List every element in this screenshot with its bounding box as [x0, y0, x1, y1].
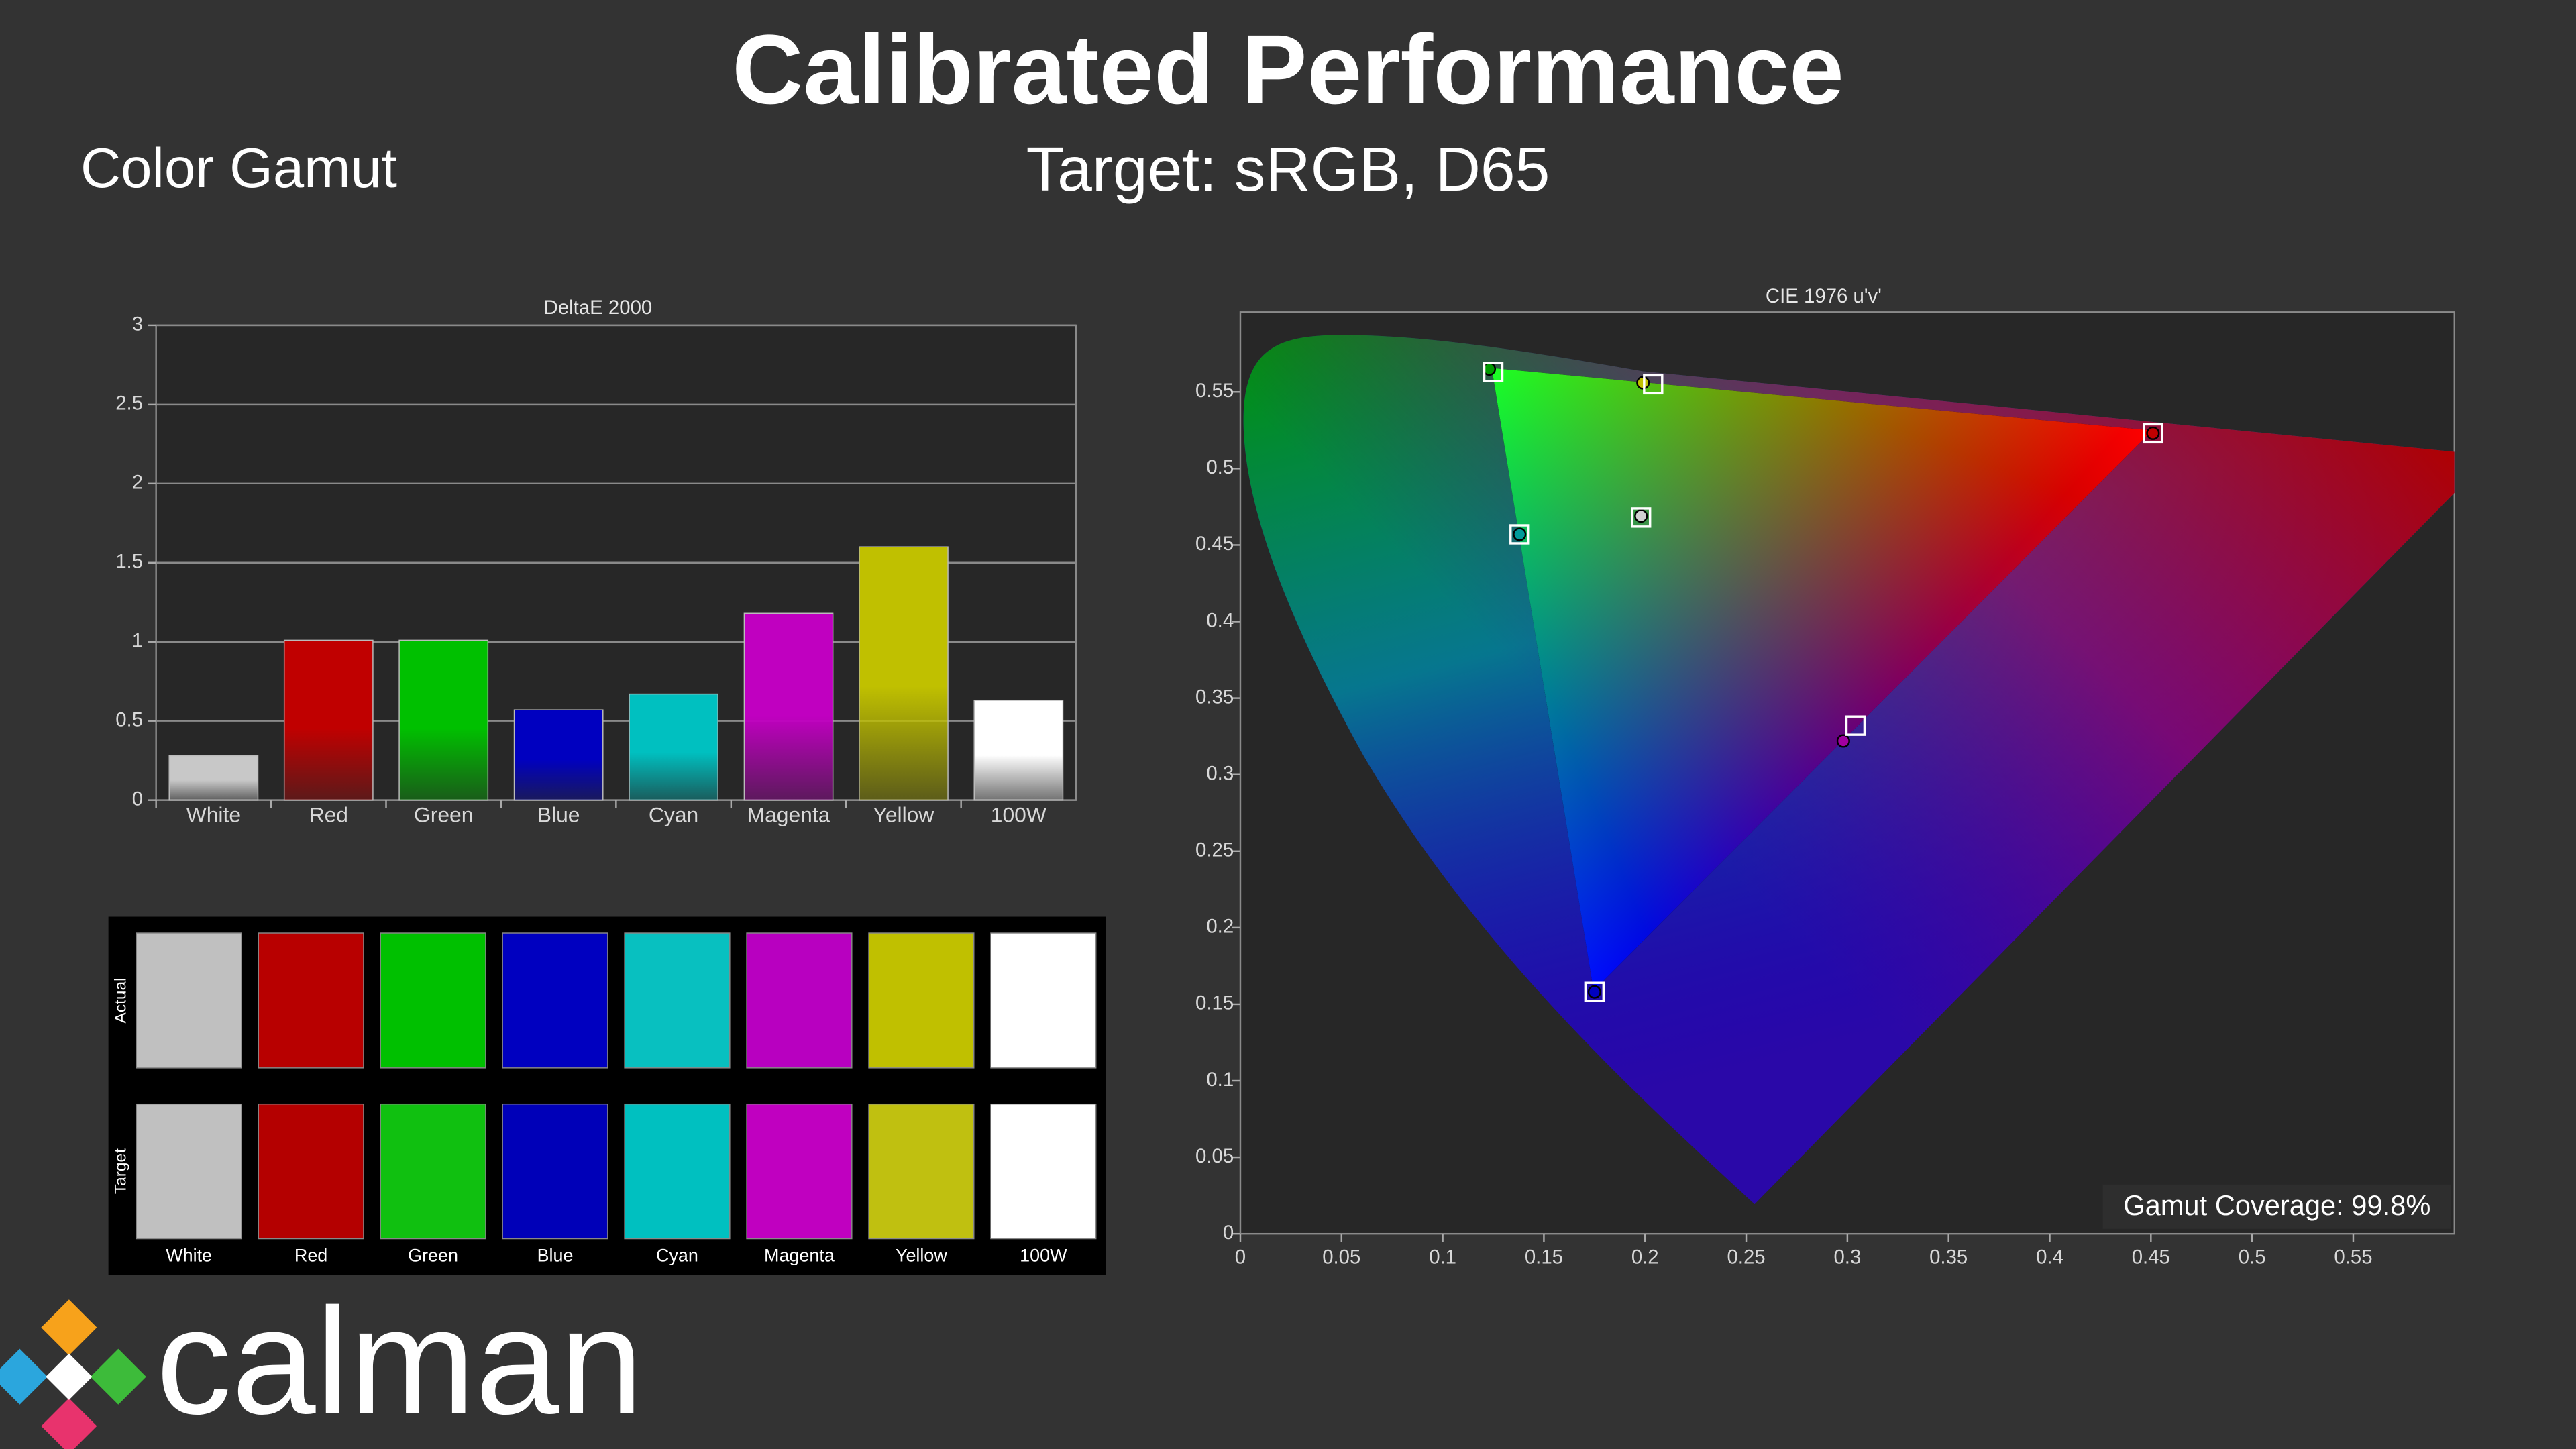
bar: [629, 693, 718, 801]
y-tick-label: 0: [1223, 1222, 1234, 1244]
actual-swatch: [990, 932, 1097, 1069]
x-tick-label: 0.2: [1631, 1246, 1659, 1269]
swatch-label: White: [166, 1246, 212, 1266]
target-swatch: [136, 1103, 242, 1240]
bar: [283, 639, 374, 801]
target-swatch: [990, 1103, 1097, 1240]
y-tick-label: 0.45: [1195, 533, 1234, 555]
swatch-row-label: Target: [112, 1148, 130, 1194]
swatch-label: Red: [294, 1246, 327, 1266]
target-swatch: [380, 1103, 486, 1240]
x-tick-label: 0.1: [1429, 1246, 1456, 1269]
x-tick-label: Yellow: [873, 803, 935, 827]
x-tick-label: 0.4: [2036, 1246, 2063, 1269]
y-tick-label: 0.1: [1206, 1069, 1234, 1091]
x-tick-label: 0.3: [1833, 1246, 1861, 1269]
y-tick-label: 0.55: [1195, 380, 1234, 402]
bar: [513, 709, 604, 801]
target-point: [1631, 507, 1652, 528]
actual-point: [1513, 527, 1527, 541]
y-tick-label: 1.5: [115, 551, 143, 573]
x-tick-label: 0.05: [1322, 1246, 1360, 1269]
page-title: Calibrated Performance: [732, 15, 1844, 125]
y-tick-label: 0.5: [115, 708, 143, 731]
bar-chart-title: DeltaE 2000: [544, 297, 653, 319]
y-tick-label: 3: [132, 313, 143, 335]
x-tick-label: Red: [309, 803, 348, 827]
actual-swatch: [380, 932, 486, 1069]
y-tick-label: 0.4: [1206, 609, 1234, 631]
x-tick-label: Blue: [537, 803, 580, 827]
actual-point: [2146, 426, 2160, 440]
bar: [168, 755, 259, 801]
logo-text: calman: [156, 1277, 643, 1446]
x-tick-label: 0.5: [2239, 1246, 2266, 1269]
coverage-annotation: Gamut Coverage: 99.8%: [2123, 1189, 2430, 1221]
y-tick-label: 0.3: [1206, 762, 1234, 784]
bar: [398, 639, 489, 801]
target-swatch: [746, 1103, 853, 1240]
y-tick-label: 0.5: [1206, 456, 1234, 478]
page-subtitle: Target: sRGB, D65: [1026, 134, 1550, 204]
target-swatch: [258, 1103, 364, 1240]
y-tick-label: 2: [132, 472, 143, 494]
target-point: [2143, 423, 2163, 444]
actual-swatch: [624, 932, 731, 1069]
x-tick-label: 0: [1235, 1246, 1246, 1269]
bar: [743, 612, 834, 801]
y-tick-label: 0.35: [1195, 686, 1234, 708]
actual-swatch: [746, 932, 853, 1069]
x-tick-label: 0.55: [2334, 1246, 2372, 1269]
y-tick-label: 0.2: [1206, 916, 1234, 938]
y-tick-label: 0: [132, 788, 143, 810]
x-tick-label: Magenta: [747, 803, 830, 827]
coverage-box: [2102, 1184, 2451, 1229]
target-point: [1483, 362, 1504, 382]
swatch-row-label: Actual: [112, 977, 130, 1023]
x-tick-label: Cyan: [649, 803, 698, 827]
y-tick-label: 1: [132, 630, 143, 652]
actual-swatch: [258, 932, 364, 1069]
swatch-label: Yellow: [896, 1246, 947, 1266]
srgb-triangle: [1491, 368, 2153, 991]
swatch-label: Magenta: [764, 1246, 835, 1266]
actual-swatch: [502, 932, 608, 1069]
actual-point: [1587, 985, 1601, 999]
actual-swatch: [136, 932, 242, 1069]
cie-chart-title: CIE 1976 u'v': [1766, 285, 1882, 307]
target-swatch: [868, 1103, 975, 1240]
y-tick-label: 0.15: [1195, 992, 1234, 1014]
swatch-label: 100W: [1020, 1246, 1067, 1266]
x-tick-label: 100W: [991, 803, 1046, 827]
x-tick-label: White: [186, 803, 241, 827]
bar: [973, 700, 1064, 801]
logo-icon: [0, 1299, 146, 1449]
y-tick-label: 0.25: [1195, 839, 1234, 861]
target-point: [1845, 715, 1866, 736]
y-tick-label: 2.5: [115, 392, 143, 415]
target-point: [1509, 524, 1530, 545]
actual-point: [1836, 734, 1850, 748]
bar: [859, 546, 949, 801]
x-tick-label: 0.45: [2132, 1246, 2170, 1269]
actual-swatch: [868, 932, 975, 1069]
y-tick-label: 0.05: [1195, 1145, 1234, 1167]
swatch-label: Green: [408, 1246, 458, 1266]
section-title: Color Gamut: [80, 137, 397, 199]
x-tick-label: 0.35: [1929, 1246, 1968, 1269]
x-tick-label: 0.15: [1525, 1246, 1563, 1269]
target-point: [1643, 374, 1664, 395]
target-point: [1584, 981, 1605, 1002]
swatch-label: Cyan: [656, 1246, 698, 1266]
target-swatch: [624, 1103, 731, 1240]
target-swatch: [502, 1103, 608, 1240]
x-tick-label: 0.25: [1727, 1246, 1765, 1269]
actual-point: [1634, 509, 1648, 523]
x-tick-label: Green: [414, 803, 473, 827]
swatch-label: Blue: [537, 1246, 574, 1266]
